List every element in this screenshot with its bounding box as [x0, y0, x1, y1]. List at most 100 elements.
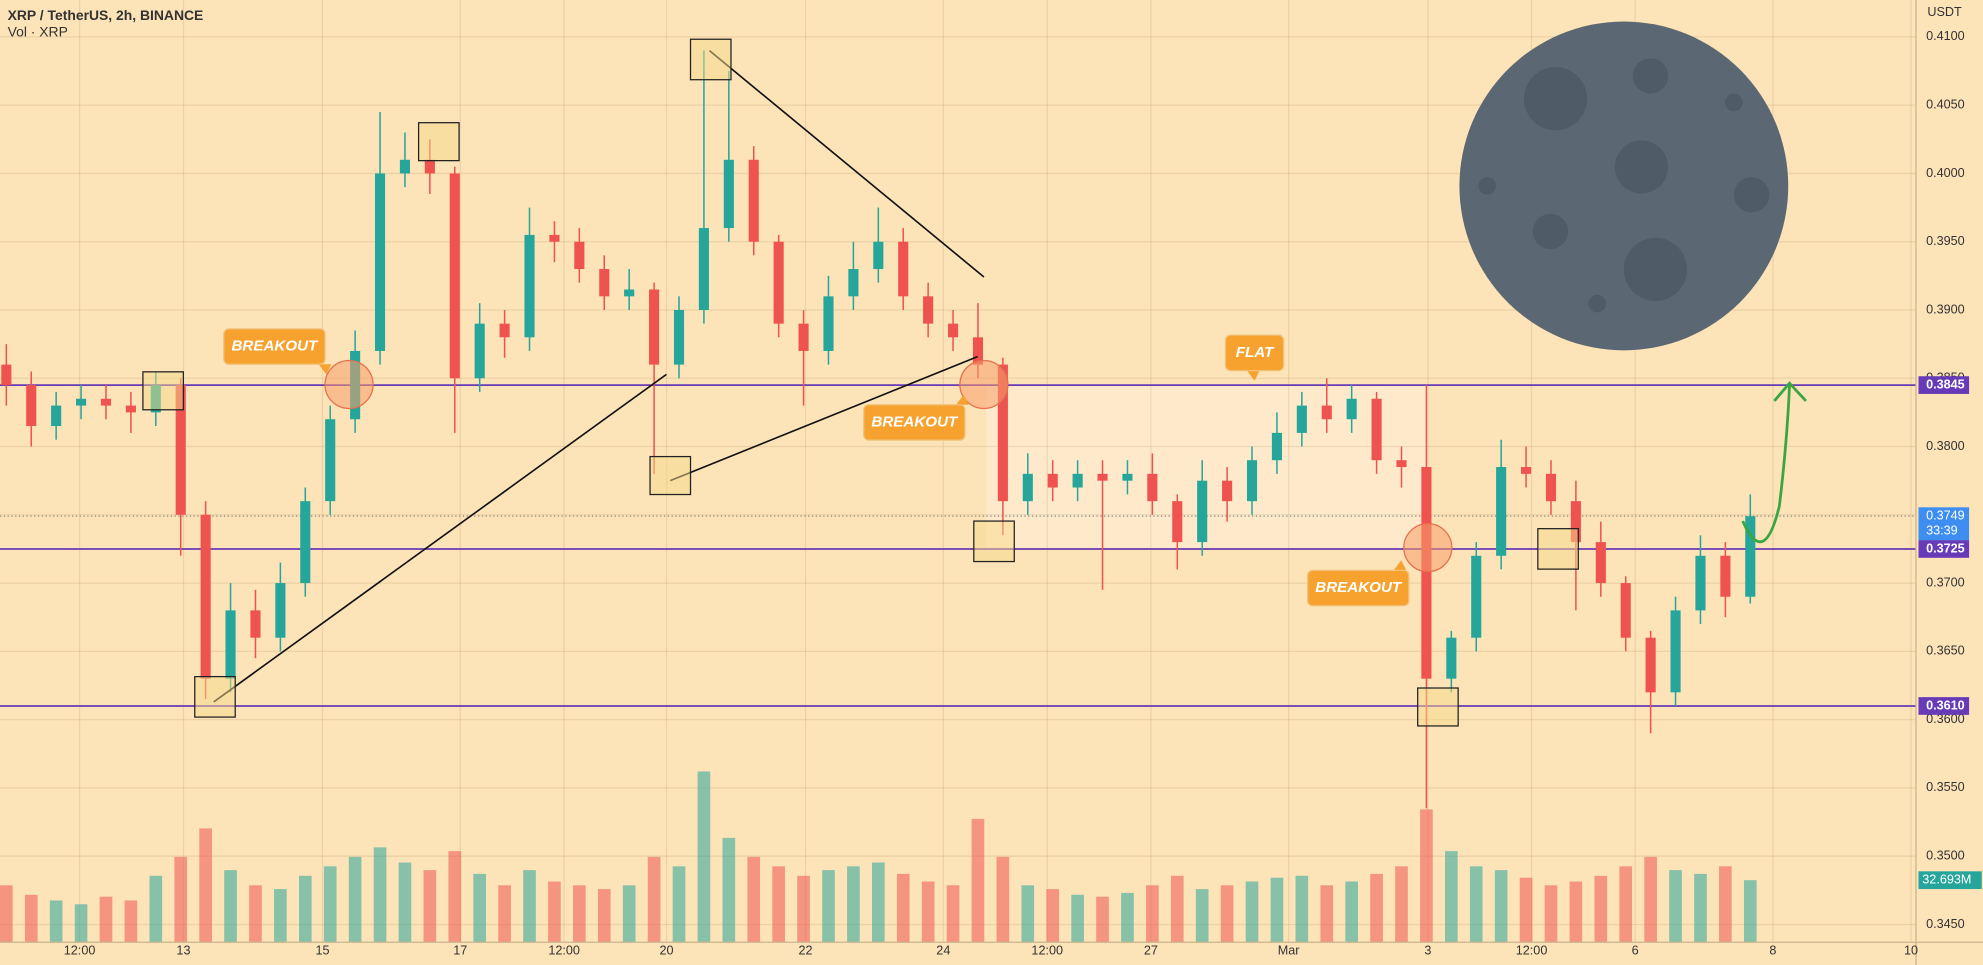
volume-bar	[0, 885, 13, 943]
candle-body	[1421, 467, 1432, 679]
candle-body	[1172, 501, 1183, 543]
candle-body	[449, 173, 460, 379]
y-tick-label: 0.3650	[1926, 644, 1965, 658]
candle-body	[1396, 460, 1407, 468]
volume-bar	[1644, 856, 1657, 943]
y-tick-label: 0.3950	[1926, 234, 1965, 248]
annotation: FLAT	[1236, 344, 1275, 361]
candle-body	[76, 398, 87, 406]
y-tick-label: 0.3900	[1926, 302, 1965, 316]
volume-bar	[1420, 809, 1433, 943]
volume-bar	[1270, 877, 1284, 943]
crater	[1623, 237, 1688, 302]
volume-bar	[1743, 880, 1757, 943]
volume-bar	[772, 866, 785, 943]
candle-body	[325, 419, 336, 502]
axis-label: USDT	[1927, 5, 1962, 19]
volume-bar	[1071, 894, 1084, 943]
volume-bar	[722, 837, 736, 943]
candle-body	[1346, 398, 1357, 420]
candle-body	[947, 323, 959, 338]
y-tick-label: 0.3700	[1926, 575, 1965, 589]
candle-body	[1296, 405, 1307, 433]
candle-body	[1446, 637, 1457, 679]
candle-body	[51, 405, 62, 427]
candle-body	[1246, 460, 1258, 502]
volume-bar	[99, 896, 113, 943]
callout-box	[1307, 569, 1410, 607]
volume-bar	[1345, 881, 1358, 943]
candle-body	[175, 385, 186, 515]
callout-box	[223, 328, 326, 365]
crater	[1532, 213, 1569, 250]
volume-bar	[1320, 885, 1334, 943]
candle-body	[773, 241, 784, 324]
x-tick-label: 24	[936, 943, 950, 957]
candle-body	[1595, 542, 1606, 584]
volume-bar	[1146, 885, 1159, 943]
candle-body	[798, 323, 809, 351]
volume-bar	[523, 870, 536, 943]
volume-bar	[1295, 875, 1309, 943]
crater	[1588, 294, 1607, 313]
y-tick-label: 0.3450	[1926, 917, 1965, 931]
crater	[1478, 177, 1497, 195]
candle-body	[474, 323, 485, 379]
volume-bar	[1170, 875, 1184, 943]
y-tick-label: 0.3550	[1926, 780, 1965, 794]
countdown: 33:39	[1926, 524, 1958, 538]
volume-bar	[149, 875, 163, 943]
candle-body	[997, 364, 1008, 502]
volume-bar	[996, 856, 1010, 943]
volume-bar	[871, 862, 885, 943]
volume-bar	[1469, 866, 1483, 943]
candle-body	[1047, 473, 1058, 488]
volume-bar	[49, 900, 63, 943]
candle-body	[26, 385, 37, 427]
moon	[1459, 21, 1789, 351]
candle-body	[549, 234, 560, 242]
grid	[0, 0, 1916, 943]
candle-body	[374, 173, 386, 351]
candle-body	[873, 241, 884, 270]
volume-bar	[74, 904, 88, 943]
x-tick-label: 20	[660, 943, 674, 957]
candle-body	[1695, 555, 1706, 611]
crater	[1632, 58, 1669, 94]
volume-bar	[573, 885, 586, 943]
annotation: BREAKOUT	[231, 338, 319, 355]
volume-bar	[921, 881, 935, 943]
pivot-box	[194, 675, 236, 718]
volume-bar	[1445, 851, 1458, 943]
candle-body	[574, 241, 585, 270]
candle-body	[1670, 610, 1681, 693]
candle-body	[275, 583, 286, 638]
candle-body	[923, 296, 934, 324]
volume-bar	[1694, 873, 1707, 943]
volume-bar	[1046, 889, 1060, 943]
volume-bar	[946, 885, 960, 943]
volume-bar	[896, 873, 910, 943]
candle-body	[673, 309, 685, 365]
volume-bar	[672, 866, 686, 943]
candle-body	[1072, 473, 1083, 488]
candle-body	[823, 296, 834, 351]
volume-bar	[174, 856, 188, 943]
trend-line	[708, 49, 985, 278]
chart-title: XRP / TetherUS, 2h, BINANCE	[8, 7, 204, 23]
candle-body	[250, 610, 261, 638]
x-tick-label: 15	[315, 943, 329, 957]
pivot-box	[1417, 687, 1459, 727]
volume-bar	[1220, 885, 1234, 943]
candle-body	[1147, 473, 1158, 502]
candle-body	[698, 228, 709, 310]
volume-bar	[1195, 889, 1209, 943]
volume-bar	[1245, 881, 1259, 943]
callout-box	[863, 404, 966, 441]
volume-bar	[323, 866, 337, 943]
volume-bar	[1096, 896, 1109, 943]
candle-body	[399, 159, 411, 174]
pivot-box	[1537, 528, 1579, 570]
candle-body	[1122, 473, 1133, 481]
